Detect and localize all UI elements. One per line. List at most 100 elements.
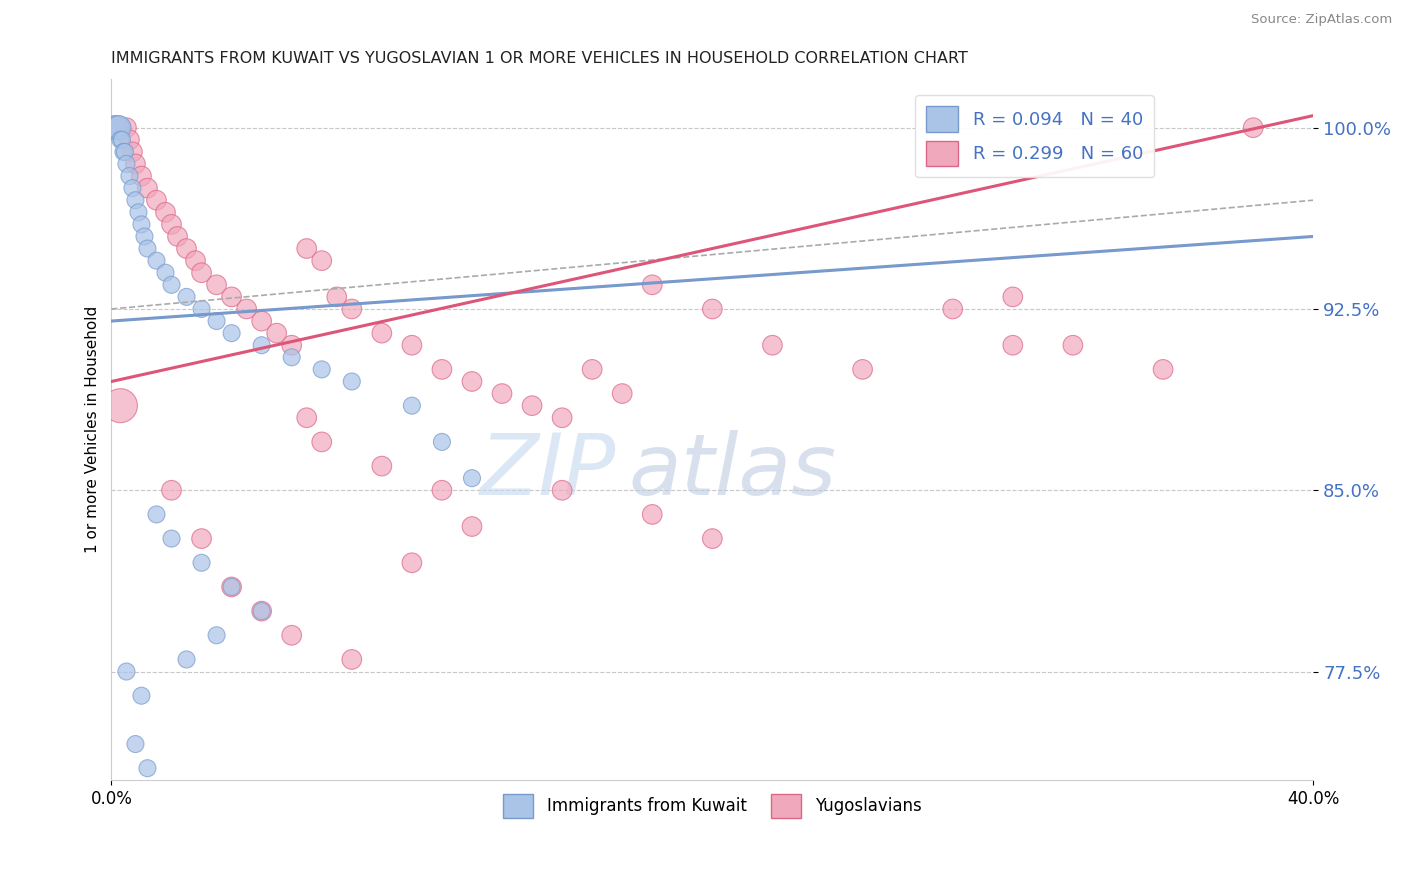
Point (311, 362, 333, 376)
Point (371, 459, 394, 474)
Point (131, 689, 153, 703)
Point (250, 314, 273, 328)
Point (221, 326, 243, 340)
Point (551, 410, 574, 425)
Point (235, 301, 257, 316)
Point (145, 508, 167, 522)
Point (221, 580, 243, 594)
Point (250, 604, 273, 618)
Point (1062, 338, 1084, 352)
Point (461, 375, 484, 389)
Point (491, 386, 513, 401)
Point (155, 205, 177, 219)
Point (461, 519, 484, 533)
Point (205, 277, 228, 292)
Point (280, 351, 302, 365)
Point (115, 665, 138, 679)
Point (551, 483, 574, 498)
Point (612, 386, 634, 401)
Point (124, 737, 146, 751)
Point (401, 399, 423, 413)
Point (340, 652, 363, 666)
Point (326, 290, 349, 304)
Point (641, 508, 664, 522)
Point (430, 434, 453, 449)
Point (145, 193, 167, 207)
Point (121, 181, 143, 195)
Point (136, 181, 159, 195)
Point (184, 253, 207, 268)
Point (250, 338, 273, 352)
Point (430, 483, 453, 498)
Point (295, 242, 318, 256)
Point (520, 399, 543, 413)
Point (190, 266, 212, 280)
Point (371, 326, 394, 340)
Point (124, 193, 146, 207)
Point (155, 266, 177, 280)
Point (114, 145, 136, 159)
Point (340, 375, 363, 389)
Point (280, 338, 302, 352)
Point (136, 761, 159, 775)
Point (702, 301, 724, 316)
Point (111, 133, 134, 147)
Point (250, 604, 273, 618)
Point (761, 338, 783, 352)
Text: Source: ZipAtlas.com: Source: ZipAtlas.com (1251, 13, 1392, 27)
Point (115, 120, 138, 135)
Point (110, 399, 132, 413)
Point (401, 556, 423, 570)
Y-axis label: 1 or more Vehicles in Household: 1 or more Vehicles in Household (86, 306, 100, 553)
Point (641, 277, 664, 292)
Point (134, 229, 156, 244)
Point (1001, 338, 1024, 352)
Point (160, 277, 183, 292)
Text: ZIP: ZIP (479, 430, 616, 514)
Point (190, 556, 212, 570)
Point (1001, 290, 1024, 304)
Point (205, 314, 228, 328)
Point (124, 157, 146, 171)
Point (115, 157, 138, 171)
Point (176, 290, 198, 304)
Point (295, 410, 318, 425)
Point (176, 652, 198, 666)
Point (131, 218, 153, 232)
Point (190, 301, 212, 316)
Point (401, 338, 423, 352)
Point (131, 169, 153, 183)
Point (103, 120, 125, 135)
Point (190, 532, 212, 546)
Point (581, 362, 603, 376)
Legend: Immigrants from Kuwait, Yugoslavians: Immigrants from Kuwait, Yugoslavians (496, 788, 928, 824)
Point (107, 120, 129, 135)
Point (311, 434, 333, 449)
Point (1241, 120, 1264, 135)
Point (176, 242, 198, 256)
Point (266, 326, 288, 340)
Point (205, 628, 228, 642)
Point (160, 483, 183, 498)
Point (702, 532, 724, 546)
Point (461, 471, 484, 485)
Point (221, 290, 243, 304)
Point (851, 362, 873, 376)
Point (1152, 362, 1174, 376)
Point (221, 580, 243, 594)
Point (280, 628, 302, 642)
Point (430, 362, 453, 376)
Point (340, 301, 363, 316)
Text: IMMIGRANTS FROM KUWAIT VS YUGOSLAVIAN 1 OR MORE VEHICLES IN HOUSEHOLD CORRELATIO: IMMIGRANTS FROM KUWAIT VS YUGOSLAVIAN 1 … (111, 51, 969, 66)
Point (311, 253, 333, 268)
Point (127, 205, 149, 219)
Point (110, 133, 132, 147)
Point (107, 120, 129, 135)
Point (108, 120, 131, 135)
Point (118, 133, 141, 147)
Point (112, 145, 135, 159)
Point (942, 301, 965, 316)
Point (145, 253, 167, 268)
Point (118, 169, 141, 183)
Point (136, 242, 159, 256)
